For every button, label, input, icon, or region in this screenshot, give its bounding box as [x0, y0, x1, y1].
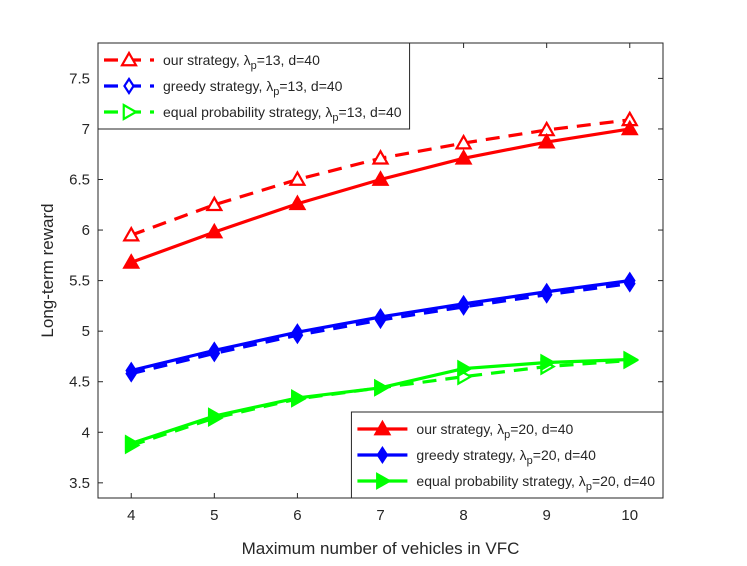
y-tick-label: 7: [82, 121, 90, 138]
legend-entry: our strategy, λp=13, d=40: [104, 50, 320, 72]
x-tick-label: 6: [293, 507, 301, 524]
data-point: [620, 119, 639, 136]
y-tick-label: 6.5: [69, 172, 90, 189]
legend-bottom-right: our strategy, λp=20, d=40 greedy strategy…: [350, 411, 664, 499]
y-tick-label: 7.5: [69, 70, 90, 87]
data-point: [374, 307, 387, 327]
x-tick-label: 7: [376, 507, 384, 524]
legend-marker: [376, 445, 389, 465]
data-point: [122, 253, 141, 269]
data-point: [371, 149, 390, 165]
x-tick-label: 9: [543, 507, 551, 524]
x-tick-label: 10: [621, 507, 638, 524]
data-point: [374, 378, 390, 397]
x-axis-label: Maximum number of vehicles in VFC: [242, 539, 520, 558]
legend-marker: [373, 419, 392, 436]
legend-label: equal probability strategy, λp=13, d=40: [163, 104, 402, 124]
legend-marker: [123, 76, 135, 96]
legend-marker: [120, 50, 138, 67]
legend-label: our strategy, λp=20, d=40: [416, 421, 573, 441]
data-point: [457, 294, 470, 313]
legend-entry: greedy strategy, λp=13, d=40: [104, 76, 343, 98]
series-5: [124, 350, 639, 453]
legend-entry: equal probability strategy, λp=20, d=40: [357, 472, 655, 493]
series-3: [122, 119, 639, 269]
x-tick-label: 5: [210, 507, 218, 524]
data-point: [122, 225, 141, 242]
data-point: [454, 133, 473, 150]
data-point: [371, 170, 390, 186]
legend-label: greedy strategy, λp=20, d=40: [416, 447, 596, 467]
legend-label: greedy strategy, λp=13, d=40: [163, 78, 343, 98]
data-point: [124, 434, 141, 453]
legend-entry: our strategy, λp=20, d=40: [357, 419, 573, 441]
data-point: [623, 350, 639, 369]
x-tick-label: 4: [127, 507, 135, 524]
x-tick-label: 8: [459, 507, 467, 524]
legend-box: [97, 42, 411, 130]
y-tick-label: 4: [82, 424, 90, 441]
data-point: [125, 361, 138, 380]
legend-label: our strategy, λp=13, d=40: [163, 52, 320, 72]
legend-top-left: our strategy, λp=13, d=40 greedy strategy…: [97, 42, 411, 130]
legend-marker: [376, 472, 392, 490]
y-tick-label: 4.5: [69, 374, 90, 391]
y-axis-label: Long-term reward: [38, 203, 57, 337]
y-tick-label: 6: [82, 222, 90, 239]
series-0: [122, 110, 639, 242]
data-point: [291, 323, 304, 342]
data-point: [288, 170, 307, 186]
data-point: [208, 341, 221, 360]
data-point: [205, 195, 224, 212]
data-point: [537, 132, 556, 149]
legend-entry: equal probability strategy, λp=13, d=40: [104, 103, 402, 124]
data-point: [457, 359, 473, 378]
data-point: [288, 194, 307, 211]
y-tick-label: 5.5: [69, 273, 90, 290]
legend-entry: greedy strategy, λp=20, d=40: [357, 445, 596, 467]
data-point: [623, 271, 636, 290]
y-tick-label: 5: [82, 323, 90, 340]
legend-label: equal probability strategy, λp=20, d=40: [416, 473, 655, 493]
series-4: [125, 271, 636, 380]
data-point: [291, 389, 307, 407]
data-point: [540, 353, 556, 372]
data-point: [207, 407, 224, 425]
y-tick-label: 3.5: [69, 475, 90, 492]
legend-marker: [122, 103, 139, 121]
data-point: [205, 222, 224, 239]
data-point: [540, 282, 553, 301]
data-point: [454, 149, 473, 165]
